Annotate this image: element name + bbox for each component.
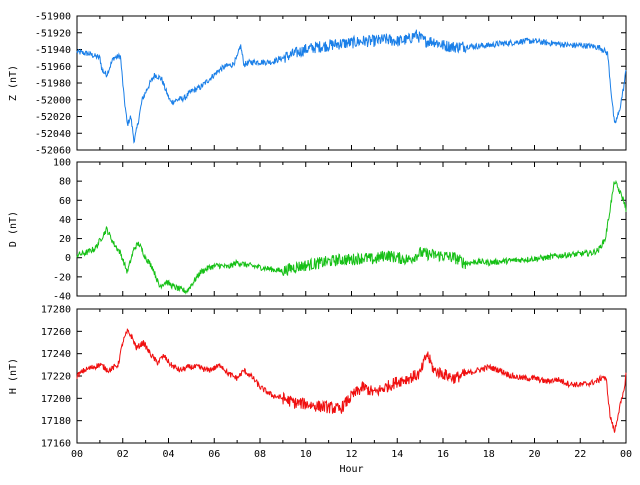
y-tick-label: 17260: [41, 327, 71, 338]
y-tick-label: 17180: [41, 416, 71, 427]
y-tick-label: -51980: [35, 79, 71, 90]
y-tick-label: 17280: [41, 305, 71, 316]
y-tick-label: -51900: [35, 12, 71, 23]
x-tick-label: 12: [345, 449, 357, 460]
x-tick-label: 22: [574, 449, 586, 460]
y-tick-label: 0: [65, 253, 71, 264]
x-tick-label: 18: [483, 449, 495, 460]
y-tick-label: 100: [53, 158, 71, 169]
y-tick-label: 17160: [41, 439, 71, 450]
x-tick-label: 02: [117, 449, 129, 460]
x-tick-label: 20: [528, 449, 540, 460]
y-tick-label: -51960: [35, 62, 71, 73]
y-tick-label: 60: [59, 196, 71, 207]
x-axis-label: Hour: [339, 464, 363, 475]
y-tick-label: -51940: [35, 45, 71, 56]
series-line-2: [76, 179, 627, 295]
y-tick-label: -52040: [35, 129, 71, 140]
panel-2: 100 80 60 40 20 0 -20 -40 D (nT): [8, 158, 627, 303]
x-tick-label: 00: [71, 449, 83, 460]
x-tick-label: 04: [162, 449, 174, 460]
y-tick-label: -40: [53, 292, 71, 303]
x-tick-label: 10: [300, 449, 312, 460]
y-axis-label: D (nT): [8, 211, 19, 247]
y-tick-label: 17200: [41, 394, 71, 405]
panel-frame: [76, 15, 627, 151]
y-axis-label: H (nT): [8, 358, 19, 394]
panel-3: 17280 17260 17240 17220 17200 17180 17160 H (nT…: [8, 305, 627, 450]
y-tick-label: 17240: [41, 349, 71, 360]
y-tick-label: 40: [59, 215, 71, 226]
y-tick-label: -52060: [35, 146, 71, 157]
panel-frame: [76, 308, 627, 444]
series-line-3: [76, 328, 627, 433]
y-tick-label: -51920: [35, 28, 71, 39]
y-tick-label: -52020: [35, 112, 71, 123]
y-tick-label: -52000: [35, 95, 71, 106]
x-tick-label: 14: [391, 449, 403, 460]
y-tick-label: 80: [59, 177, 71, 188]
x-tick-label: 06: [208, 449, 220, 460]
series-line-1: [76, 29, 627, 144]
y-tick-label: 20: [59, 234, 71, 245]
x-tick-label: 00: [620, 449, 632, 460]
y-tick-label: 17220: [41, 372, 71, 383]
y-tick-label: -20: [53, 272, 71, 283]
panel-frame: [76, 161, 627, 297]
x-tick-label: 16: [437, 449, 449, 460]
panel-1: -51900 -51920 -51940 -51960 -51980 -52000 -520…: [8, 12, 627, 157]
y-axis-label: Z (nT): [8, 65, 19, 101]
x-tick-label: 08: [254, 449, 266, 460]
